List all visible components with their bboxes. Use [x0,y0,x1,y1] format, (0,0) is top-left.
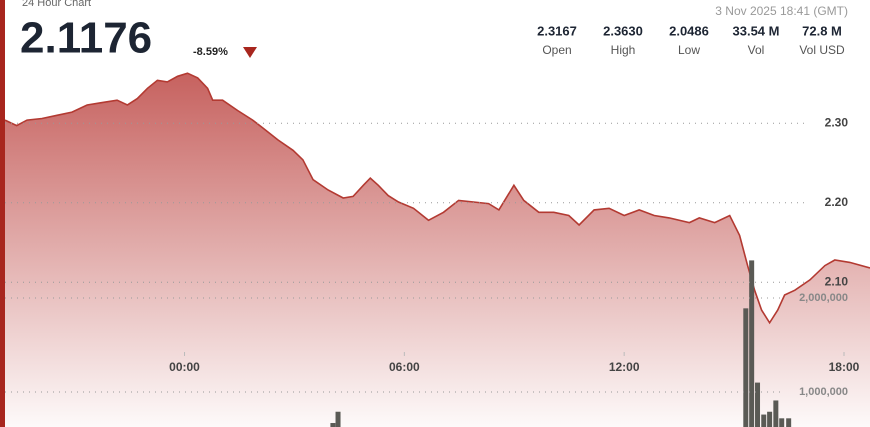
stat-value: 2.3167 [537,23,577,38]
volume-bar [755,382,761,427]
x-tick-label: 18:00 [829,360,860,374]
stat-label: Low [678,43,700,57]
stat-value: 72.8 M [802,23,842,38]
stat-value: 2.3630 [603,23,643,38]
change: -8.59% [193,46,228,58]
y-tick-label: 2.10 [825,274,849,288]
volume-bar [743,308,749,427]
y-tick-label: 2.30 [825,115,849,129]
stat-value: 33.54 M [733,23,780,38]
volume-bar [749,260,755,427]
caption: 24 Hour Chart [22,0,91,9]
down-arrow [243,47,257,58]
volume-bar [335,411,341,427]
stat-label: Open [542,43,571,57]
x-tick-label: 12:00 [609,360,640,374]
volume-bar [786,418,792,427]
volume-bar [767,411,773,427]
volume-bar [779,418,785,427]
stat-value: 2.0486 [669,23,709,38]
y-tick-label: 2.20 [825,195,849,209]
price-area [5,73,870,427]
stat-label: Vol USD [799,43,845,57]
volume-bar [773,400,779,427]
y2-tick-label: 1,000,000 [799,386,848,398]
y2-tick-label: 2,000,000 [799,292,848,304]
timestamp: 3 Nov 2025 18:41 (GMT) [715,4,848,18]
left-border [0,0,5,427]
x-tick-label: 00:00 [169,360,200,374]
price: 2.1176 [20,14,152,63]
volume-bar [330,423,336,427]
stat-label: High [611,43,636,57]
stat-label: Vol [748,43,765,57]
price-line [4,72,870,325]
volume-bar [761,414,767,427]
x-tick-label: 06:00 [389,360,420,374]
